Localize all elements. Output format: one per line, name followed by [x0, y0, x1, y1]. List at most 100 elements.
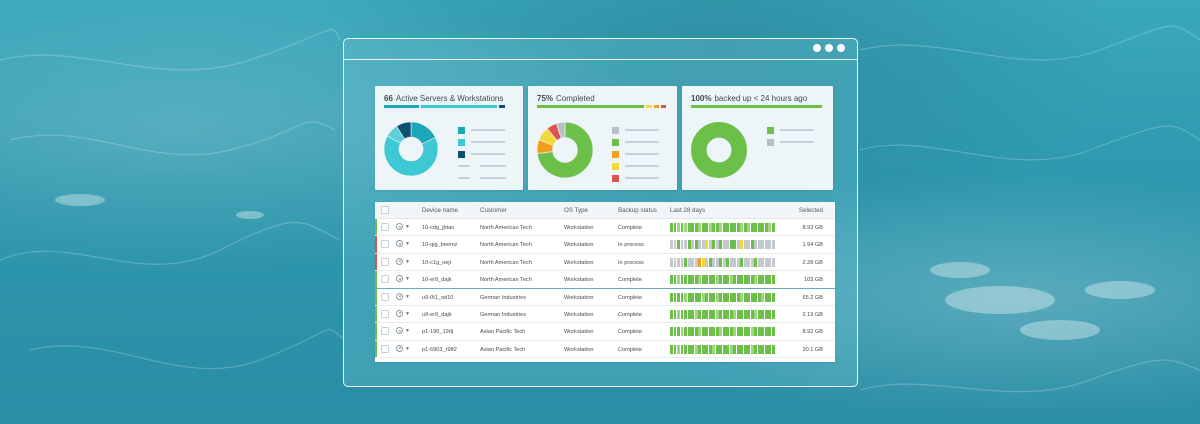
history-day-cell	[705, 327, 709, 337]
history-day-cell	[761, 327, 765, 337]
history-day-cell	[684, 223, 687, 232]
history-day-cell	[764, 292, 768, 302]
header-device-name[interactable]: Device name	[422, 207, 459, 214]
gear-icon[interactable]	[396, 292, 403, 300]
header-customer[interactable]: Customer	[480, 207, 507, 214]
row-checkbox[interactable]	[381, 257, 389, 266]
history-day-cell	[729, 257, 733, 267]
cell-backup-status: Complete	[618, 311, 642, 318]
card-active-devices[interactable]: 66 Active Servers & Workstations	[375, 86, 523, 190]
row-checkbox[interactable]	[381, 327, 389, 336]
card-completed[interactable]: 75% Completed	[528, 86, 677, 190]
history-day-cell	[740, 309, 744, 319]
history-day-cell	[743, 327, 747, 337]
header-os-type[interactable]: OS Type	[564, 207, 588, 214]
gear-icon[interactable]	[396, 344, 403, 352]
gear-icon[interactable]	[396, 275, 403, 283]
row-checkbox[interactable]	[381, 309, 389, 318]
cell-customer: German Industries	[480, 311, 527, 318]
history-day-cell	[698, 223, 702, 232]
backup-history-bar	[670, 344, 775, 354]
gear-icon[interactable]	[396, 223, 403, 230]
history-day-cell	[757, 292, 761, 302]
history-day-cell	[677, 257, 680, 267]
cell-device-name: 10-qig_beemz	[422, 242, 458, 249]
history-day-cell	[729, 344, 733, 354]
row-checkbox[interactable]	[381, 292, 389, 301]
row-checkbox[interactable]	[381, 275, 389, 284]
legend-label-placeholder	[625, 129, 659, 131]
history-day-cell	[677, 327, 680, 337]
history-day-cell	[691, 275, 695, 285]
gear-icon[interactable]	[396, 309, 403, 317]
legend-label-placeholder	[625, 165, 659, 167]
chevron-down-icon[interactable]: ▼	[405, 310, 410, 317]
history-day-cell	[747, 344, 751, 354]
gear-icon[interactable]	[396, 240, 403, 248]
legend-label-placeholder	[625, 153, 659, 155]
bar-segment	[421, 105, 497, 108]
history-day-cell	[715, 327, 719, 337]
row-checkbox[interactable]	[381, 344, 389, 353]
history-day-cell	[673, 240, 677, 250]
chevron-down-icon[interactable]: ▼	[405, 276, 410, 283]
table-row[interactable]: ▼ 10-er9_dajk North American Tech Workstati…	[375, 271, 835, 289]
chevron-down-icon[interactable]: ▼	[405, 345, 410, 352]
history-day-cell	[764, 327, 768, 337]
legend-item	[612, 162, 659, 170]
select-all-checkbox[interactable]	[381, 206, 389, 214]
table-row[interactable]: ▼ u9-0t1_od10 German Industries Workstation…	[375, 288, 835, 306]
history-day-cell	[705, 309, 709, 319]
history-day-cell	[708, 257, 712, 267]
history-day-cell	[733, 292, 737, 302]
chevron-down-icon[interactable]: ▼	[405, 241, 410, 248]
history-day-cell	[677, 309, 680, 319]
row-checkbox[interactable]	[381, 240, 389, 249]
history-day-cell	[750, 240, 754, 250]
chevron-down-icon[interactable]: ▼	[405, 293, 410, 300]
history-day-cell	[677, 344, 680, 354]
history-day-cell	[670, 344, 673, 354]
card-backed-up[interactable]: 100% backed up < 24 hours ago	[682, 86, 833, 190]
history-day-cell	[719, 240, 723, 250]
header-last-28-days[interactable]: Last 28 days	[670, 207, 706, 214]
chevron-down-icon[interactable]: ▼	[405, 258, 410, 265]
gear-icon[interactable]	[396, 257, 403, 265]
history-day-cell	[740, 257, 744, 267]
table-row[interactable]: ▼ 10-cdg_jbtan North American Tech Workstat…	[375, 219, 835, 237]
history-day-cell	[768, 309, 772, 319]
chevron-down-icon[interactable]: ▼	[405, 224, 410, 230]
history-day-cell	[736, 275, 740, 285]
history-day-cell	[722, 223, 726, 232]
legend-item	[612, 174, 659, 182]
history-day-cell	[743, 292, 747, 302]
card-count: 100%	[691, 94, 712, 103]
chevron-down-icon[interactable]: ▼	[405, 328, 410, 335]
table-row[interactable]: ▼ p1-190_19dj Asian Pacific Tech Workstatio…	[375, 323, 835, 341]
history-day-cell	[740, 327, 744, 337]
history-day-cell	[684, 309, 687, 319]
donut-slice	[555, 121, 566, 139]
table-row[interactable]: ▼ 10-c1g_oeji North American Tech Workstati…	[375, 253, 835, 272]
table-row[interactable]: ▼ u9-er9_dajk German Industries Workstation…	[375, 305, 835, 324]
header-selected[interactable]: Selected	[798, 207, 823, 214]
window-menu-dots[interactable]	[813, 44, 845, 52]
history-day-cell	[694, 257, 698, 267]
history-day-cell	[670, 327, 673, 337]
history-day-cell	[768, 292, 772, 302]
row-checkbox[interactable]	[381, 223, 389, 231]
gear-icon[interactable]	[396, 327, 403, 335]
history-day-cell	[687, 223, 691, 232]
history-day-cell	[670, 309, 673, 319]
table-row[interactable]: ▼ 10-qig_beemz North American Tech Workstat…	[375, 236, 835, 254]
history-day-cell	[729, 309, 733, 319]
table-row[interactable]: ▼ p1-6903_r982 Asian Pacific Tech Workstati…	[375, 340, 835, 359]
history-day-cell	[733, 309, 737, 319]
legend-swatch	[458, 177, 470, 179]
legend-swatch	[612, 126, 619, 134]
row-status-flag	[375, 219, 377, 236]
history-day-cell	[684, 327, 687, 337]
header-backup-status[interactable]: Backup status	[618, 207, 657, 214]
history-day-cell	[673, 344, 677, 354]
history-day-cell	[761, 223, 765, 232]
